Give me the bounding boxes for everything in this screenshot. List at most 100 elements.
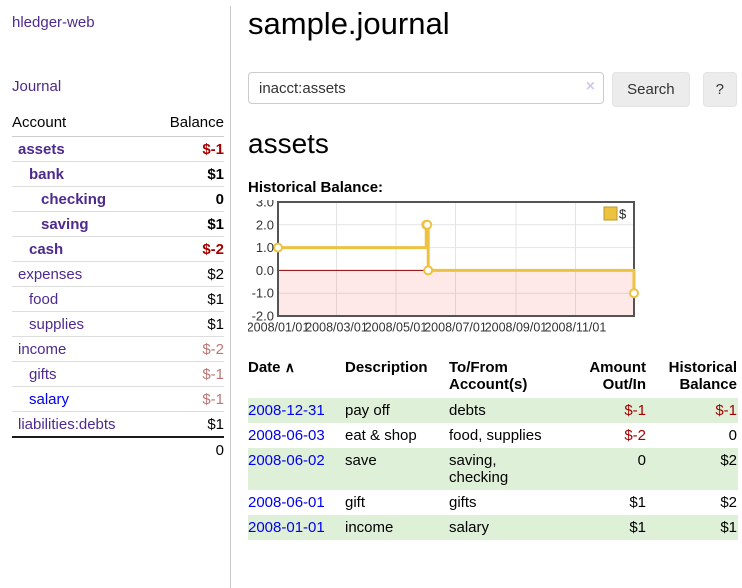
account-link[interactable]: checking — [41, 191, 107, 208]
page-title: sample.journal — [248, 6, 450, 41]
help-button[interactable]: ? — [702, 72, 737, 107]
account-balance: $-1 — [151, 361, 224, 387]
accounts-table-body: assets $-1 bank $1 checking 0 saving $1 cash $-2 e… — [12, 137, 224, 437]
transaction-date-link[interactable]: 2008-06-03 — [248, 427, 325, 444]
balance-column-header: Historical Balance — [668, 359, 737, 393]
x-tick-label: 2008/07/01 — [424, 321, 487, 335]
transaction-accounts: saving, checking — [449, 452, 509, 486]
search-input[interactable] — [248, 72, 605, 104]
y-tick-label: 1.0 — [256, 240, 274, 255]
x-tick-label: 2008/01/01 — [248, 321, 309, 335]
account-column-header: Account — [12, 111, 152, 137]
account-row: income $-2 — [12, 336, 224, 362]
x-tick-label: 2008/09/01 — [485, 321, 548, 335]
data-point-marker — [422, 219, 433, 230]
historical-balance-chart: 3.0 2.0 1.0 0.0 -1.0 -2.0 2008/01/01 2008/03/01… — [248, 200, 737, 342]
transaction-accounts: debts — [449, 402, 486, 419]
account-balance: 0 — [151, 186, 224, 212]
x-tick-label: 2008/03/01 — [305, 321, 368, 335]
account-row: food $1 — [12, 286, 224, 312]
transaction-balance: $1 — [720, 519, 737, 536]
search-bar: × Search ? — [248, 72, 737, 107]
account-link[interactable]: saving — [41, 216, 89, 233]
account-link[interactable]: cash — [29, 241, 64, 258]
y-tick-label: 3.0 — [256, 200, 274, 210]
x-tick-label: 2008/05/01 — [365, 321, 428, 335]
transaction-row: 2008-06-03 eat & shop food, supplies $-2 0 — [248, 423, 738, 448]
search-input-wrap: × — [248, 72, 605, 104]
balance-chart-svg: 3.0 2.0 1.0 0.0 -1.0 -2.02008/01/012008/03/01… — [248, 200, 639, 335]
account-balance: $-1 — [151, 386, 224, 412]
legend-swatch — [603, 206, 618, 221]
transaction-date-link[interactable]: 2008-06-02 — [248, 452, 325, 469]
transaction-amount: $-1 — [624, 402, 646, 419]
balance-column-header: Balance — [151, 111, 224, 137]
transaction-amount: $-2 — [624, 427, 646, 444]
account-link[interactable]: food — [29, 291, 59, 308]
account-balance: $1 — [151, 211, 224, 237]
transaction-balance: $2 — [720, 452, 737, 469]
account-link[interactable]: supplies — [29, 316, 85, 333]
account-balance: $1 — [151, 286, 224, 312]
transaction-date-link[interactable]: 2008-12-31 — [248, 402, 325, 419]
search-button[interactable]: Search — [612, 72, 690, 107]
transaction-description: gift — [345, 494, 366, 511]
account-balance: $-2 — [151, 336, 224, 362]
account-link[interactable]: assets — [18, 141, 65, 158]
transaction-row: 2008-01-01 income salary $1 $1 — [248, 515, 738, 540]
clear-search-icon[interactable]: × — [585, 78, 596, 95]
accounts-total-row: 0 — [12, 436, 224, 462]
transaction-description: income — [345, 519, 394, 536]
account-link[interactable]: liabilities:debts — [18, 416, 116, 433]
y-tick-label: 2.0 — [256, 217, 274, 232]
accounts-table: Account Balance assets $-1 bank $1 checking 0… — [12, 111, 224, 462]
account-row: bank $1 — [12, 161, 224, 187]
description-column-header: Description — [345, 359, 428, 376]
transaction-accounts: food, supplies — [449, 427, 542, 444]
journal-table-header: Date ∧ Description To/From Account(s) Am… — [248, 357, 738, 398]
account-balance: $1 — [151, 161, 224, 187]
transaction-row: 2008-06-02 save saving, checking 0 $2 — [248, 448, 738, 490]
transaction-balance: $2 — [720, 494, 737, 511]
account-link[interactable]: gifts — [29, 366, 57, 383]
x-tick-label: 2008/11/01 — [545, 321, 607, 335]
y-tick-label: -2.0 — [252, 309, 274, 324]
transaction-description: save — [345, 452, 377, 469]
data-point-marker — [629, 288, 639, 299]
account-link[interactable]: expenses — [18, 266, 83, 283]
date-column-header[interactable]: Date ∧ — [248, 359, 295, 376]
account-row: assets $-1 — [12, 137, 224, 162]
transaction-description: eat & shop — [345, 427, 417, 444]
accounts-total-value: 0 — [151, 436, 224, 462]
transaction-balance: 0 — [728, 427, 737, 444]
account-row: salary $-1 — [12, 386, 224, 412]
transaction-date-link[interactable]: 2008-06-01 — [248, 494, 325, 511]
app-brand-link[interactable]: hledger-web — [12, 14, 95, 31]
sidebar-item-journal[interactable]: Journal — [12, 78, 62, 95]
account-row: expenses $2 — [12, 261, 224, 287]
account-balance: $-2 — [151, 236, 224, 262]
main-content: sample.journal × Search ? assets Histori… — [248, 6, 742, 540]
transaction-row: 2008-12-31 pay off debts $-1 $-1 — [248, 398, 738, 423]
transaction-description: pay off — [345, 402, 390, 419]
data-point-marker — [273, 242, 283, 253]
transaction-amount: $1 — [629, 519, 646, 536]
y-tick-label: 0.0 — [256, 263, 274, 278]
account-link[interactable]: salary — [29, 391, 70, 408]
transaction-accounts: gifts — [449, 494, 477, 511]
account-balance: $-1 — [202, 141, 224, 158]
account-row: saving $1 — [12, 211, 224, 237]
sidebar: hledger-web Journal Account Balance asse… — [0, 6, 231, 588]
account-balance: $1 — [151, 411, 224, 437]
account-link[interactable]: bank — [29, 166, 65, 183]
accounts-table-header: Account Balance — [12, 111, 224, 137]
transaction-date-link[interactable]: 2008-01-01 — [248, 519, 325, 536]
account-link[interactable]: income — [18, 341, 67, 358]
journal-table-body: 2008-12-31 pay off debts $-1 $-1 2008-06-03 ea… — [248, 398, 738, 540]
journal-table: Date ∧ Description To/From Account(s) Am… — [248, 357, 738, 540]
data-point-marker — [423, 265, 434, 276]
legend-label: $ — [619, 207, 627, 222]
plot-border — [277, 201, 635, 317]
account-row: liabilities:debts $1 — [12, 411, 224, 437]
accounts-column-header: To/From Account(s) — [449, 359, 528, 393]
